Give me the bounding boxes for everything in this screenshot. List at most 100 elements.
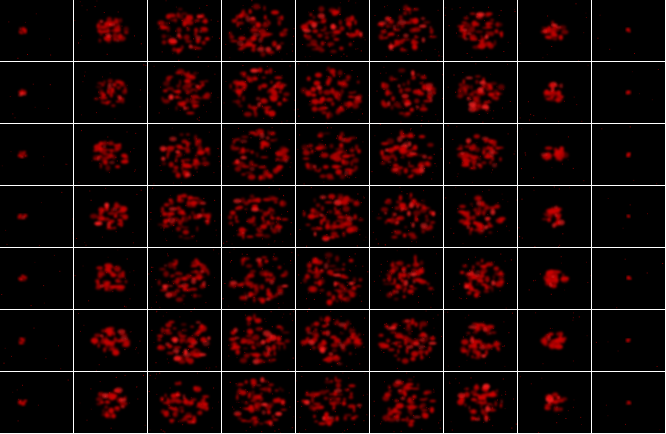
signal-blob (250, 286, 253, 289)
noise-speckle (471, 205, 473, 207)
signal-blob (404, 112, 411, 115)
noise-speckle (340, 315, 342, 317)
signal-blob (185, 274, 192, 279)
noise-speckle (274, 430, 276, 432)
noise-speckle (381, 421, 383, 423)
slice-image (1, 150, 68, 167)
signal-blob (464, 391, 470, 398)
noise-speckle (193, 235, 195, 237)
signal-blob (323, 416, 330, 422)
slice-tile-r2-c9 (592, 62, 665, 123)
signal-blob (463, 16, 469, 20)
noise-speckle (360, 50, 362, 52)
signal-blob (404, 286, 407, 291)
signal-blob (426, 162, 432, 167)
signal-blob (281, 331, 290, 334)
signal-blob (175, 172, 181, 178)
signal-blob (196, 150, 205, 156)
signal-blob (257, 261, 263, 268)
slice-image (601, 126, 658, 185)
signal-blob (235, 349, 240, 355)
noise-speckle (325, 144, 326, 146)
noise-speckle (550, 293, 552, 295)
noise-speckle (572, 360, 574, 362)
signal-blob (426, 282, 430, 286)
signal-blob (388, 390, 392, 392)
noise-speckle (452, 139, 454, 140)
signal-blob (398, 19, 407, 26)
noise-speckle (504, 260, 506, 262)
noise-speckle (160, 336, 162, 338)
slice-tile-r6-c8 (518, 310, 591, 371)
signal-blob (350, 416, 356, 420)
noise-speckle (244, 351, 246, 353)
signal-blob (408, 422, 414, 427)
signal-blob (315, 203, 321, 208)
signal-blob (331, 33, 337, 38)
signal-blob (251, 390, 255, 396)
signal-blob (255, 22, 262, 28)
slice-tile-r6-c1 (0, 310, 73, 371)
noise-speckle (502, 199, 504, 201)
signal-blob (247, 295, 252, 298)
signal-blob (241, 261, 245, 266)
signal-blob (388, 292, 393, 295)
signal-blob (334, 206, 337, 211)
noise-speckle (134, 284, 135, 286)
noise-speckle (351, 111, 353, 113)
noise-speckle (159, 306, 161, 308)
signal-blob (428, 35, 437, 38)
signal-blob (397, 348, 400, 354)
signal-blob (421, 17, 425, 20)
signal-blob (261, 173, 267, 180)
signal-blob (166, 150, 171, 156)
signal-blob (115, 100, 122, 103)
signal-blob (475, 261, 481, 266)
noise-speckle (12, 391, 14, 393)
noise-speckle (647, 213, 648, 215)
noise-speckle (622, 227, 624, 229)
noise-speckle (499, 290, 501, 292)
signal-blob (173, 165, 179, 170)
noise-speckle (385, 322, 387, 324)
noise-speckle (351, 70, 353, 71)
noise-speckle (148, 390, 150, 392)
noise-speckle (108, 172, 110, 174)
signal-blob (489, 151, 495, 158)
signal-blob (182, 351, 187, 354)
noise-speckle (344, 430, 346, 432)
slice-tile-r1-c4 (222, 0, 295, 61)
noise-speckle (390, 133, 392, 135)
noise-speckle (297, 401, 299, 403)
noise-speckle (160, 227, 162, 229)
signal-blob (329, 68, 336, 75)
signal-blob (270, 96, 278, 102)
signal-blob (399, 202, 407, 209)
signal-blob (245, 208, 248, 210)
signal-blob (544, 214, 552, 217)
slice-image (616, 258, 664, 309)
signal-blob (462, 30, 467, 37)
signal-blob (403, 11, 408, 16)
signal-blob (408, 10, 412, 15)
noise-speckle (507, 41, 509, 43)
noise-speckle (362, 394, 364, 396)
noise-speckle (24, 21, 26, 23)
noise-speckle (521, 168, 522, 170)
noise-speckle (78, 42, 79, 44)
signal-blob (259, 422, 264, 425)
signal-blob (471, 339, 478, 342)
noise-speckle (281, 58, 283, 60)
slice-image (223, 187, 292, 245)
noise-speckle (168, 362, 170, 364)
noise-speckle (455, 378, 457, 380)
noise-speckle (366, 393, 368, 395)
signal-blob (319, 106, 327, 110)
noise-speckle (179, 316, 181, 318)
signal-blob (325, 330, 331, 335)
signal-blob (241, 9, 246, 14)
signal-blob (302, 277, 308, 284)
signal-blob (259, 388, 265, 391)
noise-speckle (339, 76, 341, 78)
signal-blob (197, 141, 202, 147)
